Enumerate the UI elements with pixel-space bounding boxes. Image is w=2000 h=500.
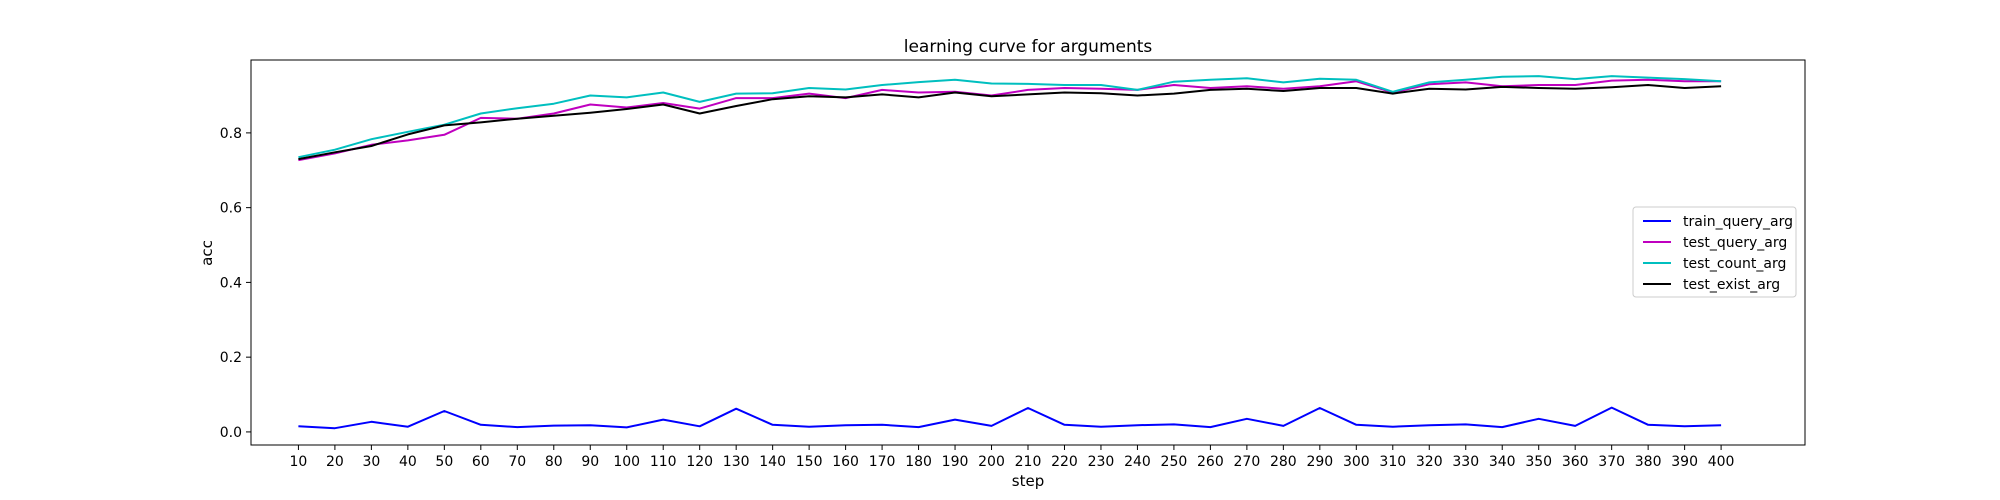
x-tick-label: 110 [650, 454, 677, 470]
x-tick-label: 210 [1015, 454, 1042, 470]
y-tick-label: 0.8 [220, 126, 242, 142]
y-axis-title: acc [198, 240, 216, 266]
y-tick-label: 0.6 [220, 201, 242, 217]
legend-box [1632, 206, 1797, 298]
series-line-train-query-arg [298, 406, 1722, 430]
x-tick-label: 70 [508, 454, 526, 470]
series-line-test-exist-arg [298, 84, 1722, 161]
x-tick-label: 400 [1708, 454, 1735, 470]
x-tick-label: 220 [1051, 454, 1078, 470]
x-tick-label: 30 [362, 454, 380, 470]
x-axis: 10 20 30 40 50 60 70 80 90 100 110 120 130 140 150 160 1… [290, 445, 1735, 470]
x-tick-label: 170 [869, 454, 896, 470]
x-tick-label: 20 [326, 454, 344, 470]
x-tick-label: 350 [1525, 454, 1552, 470]
x-tick-label: 80 [545, 454, 563, 470]
x-tick-label: 140 [759, 454, 786, 470]
x-axis-title: step [1012, 472, 1044, 490]
x-tick-label: 330 [1452, 454, 1479, 470]
x-tick-label: 370 [1598, 454, 1625, 470]
x-tick-label: 260 [1197, 454, 1224, 470]
x-tick-label: 50 [435, 454, 453, 470]
x-tick-label: 180 [905, 454, 932, 470]
x-tick-label: 130 [723, 454, 750, 470]
series-line-test-count-arg [298, 75, 1722, 159]
x-tick-label: 200 [978, 454, 1005, 470]
x-tick-label: 230 [1088, 454, 1115, 470]
y-tick-label: 0.0 [220, 425, 242, 441]
y-tick-label: 0.2 [220, 350, 242, 366]
legend-label: test_exist_arg [1683, 277, 1780, 293]
x-tick-label: 380 [1635, 454, 1662, 470]
legend-label: test_count_arg [1683, 256, 1786, 272]
x-tick-label: 10 [290, 454, 308, 470]
x-tick-label: 190 [942, 454, 969, 470]
x-tick-label: 390 [1671, 454, 1698, 470]
x-tick-label: 340 [1489, 454, 1516, 470]
x-tick-label: 100 [613, 454, 640, 470]
legend: train_query_arg test_query_arg test_count_… [1632, 206, 1797, 298]
x-tick-label: 120 [686, 454, 713, 470]
x-tick-label: 40 [399, 454, 417, 470]
x-tick-label: 90 [581, 454, 599, 470]
x-tick-label: 360 [1562, 454, 1589, 470]
series-line-test-query-arg [298, 78, 1722, 162]
x-tick-label: 280 [1270, 454, 1297, 470]
x-tick-label: 270 [1234, 454, 1261, 470]
legend-label: test_query_arg [1683, 235, 1787, 251]
x-tick-label: 60 [472, 454, 490, 470]
y-tick-label: 0.4 [220, 275, 242, 291]
x-tick-label: 320 [1416, 454, 1443, 470]
chart-title: learning curve for arguments [904, 37, 1153, 57]
x-tick-label: 150 [796, 454, 823, 470]
y-axis: 0.0 0.2 0.4 0.6 0.8 [220, 126, 251, 441]
x-tick-label: 240 [1124, 454, 1151, 470]
x-tick-label: 300 [1343, 454, 1370, 470]
legend-label: train_query_arg [1683, 214, 1793, 230]
x-tick-label: 310 [1379, 454, 1406, 470]
x-tick-label: 290 [1306, 454, 1333, 470]
x-tick-label: 250 [1161, 454, 1188, 470]
plot-area [250, 59, 1806, 446]
x-tick-label: 160 [832, 454, 859, 470]
